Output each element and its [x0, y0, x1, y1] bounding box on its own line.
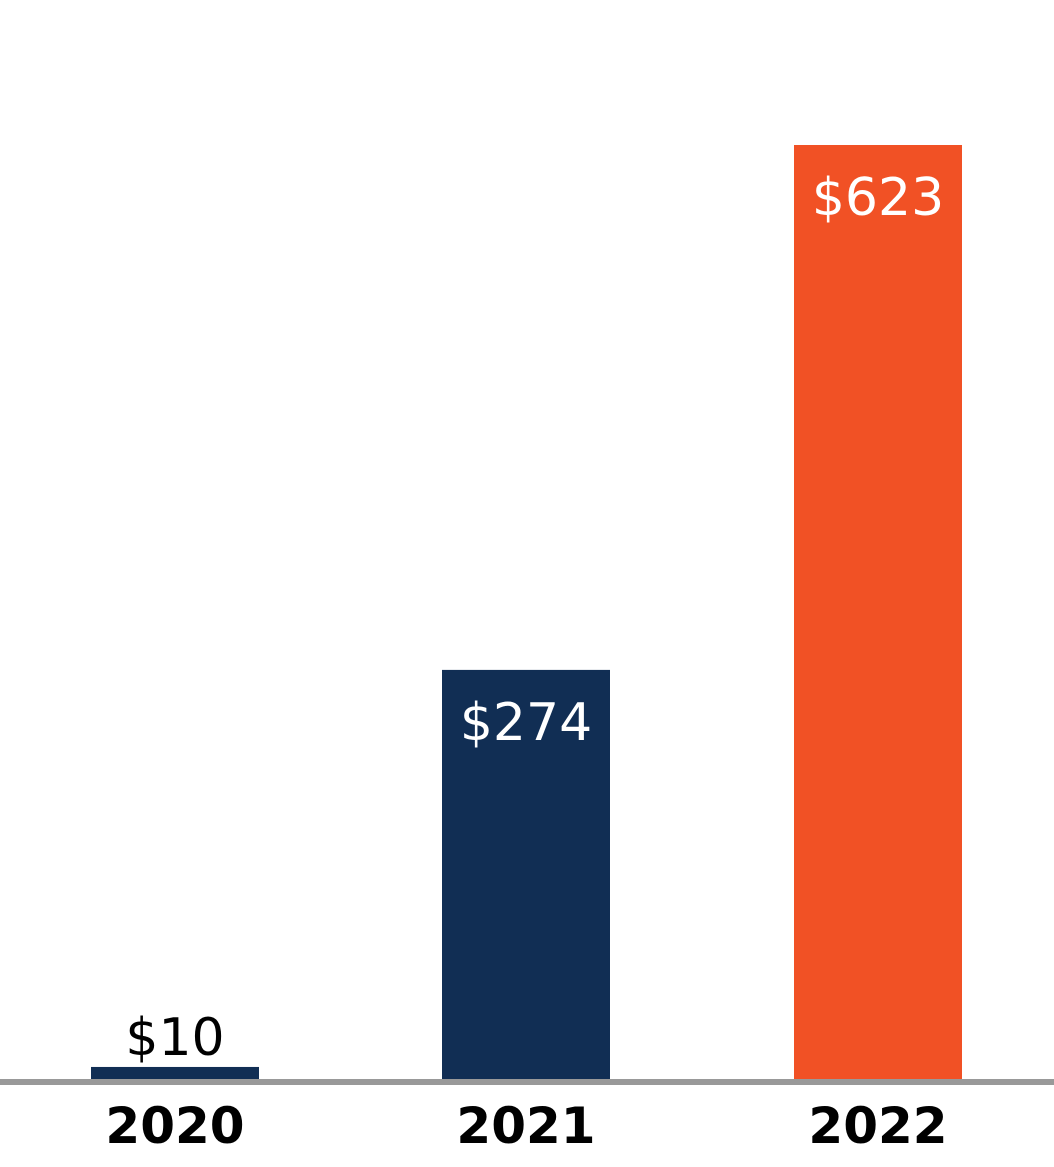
data-label-2021: $274 — [460, 693, 592, 753]
x-tick-labels-group: 2020 2021 2022 — [105, 1097, 947, 1155]
data-label-2020: $10 — [125, 1008, 224, 1068]
x-tick-label-2021: 2021 — [456, 1097, 595, 1155]
x-tick-label-2020: 2020 — [105, 1097, 244, 1155]
bars-group — [91, 145, 962, 1082]
bar-2020 — [91, 1066, 259, 1082]
data-labels-group: $10 $274 $623 — [125, 168, 944, 1068]
data-label-2022: $623 — [812, 168, 944, 228]
bar-2021 — [442, 669, 610, 1082]
bar-2022 — [794, 145, 962, 1082]
x-tick-label-2022: 2022 — [808, 1097, 947, 1155]
